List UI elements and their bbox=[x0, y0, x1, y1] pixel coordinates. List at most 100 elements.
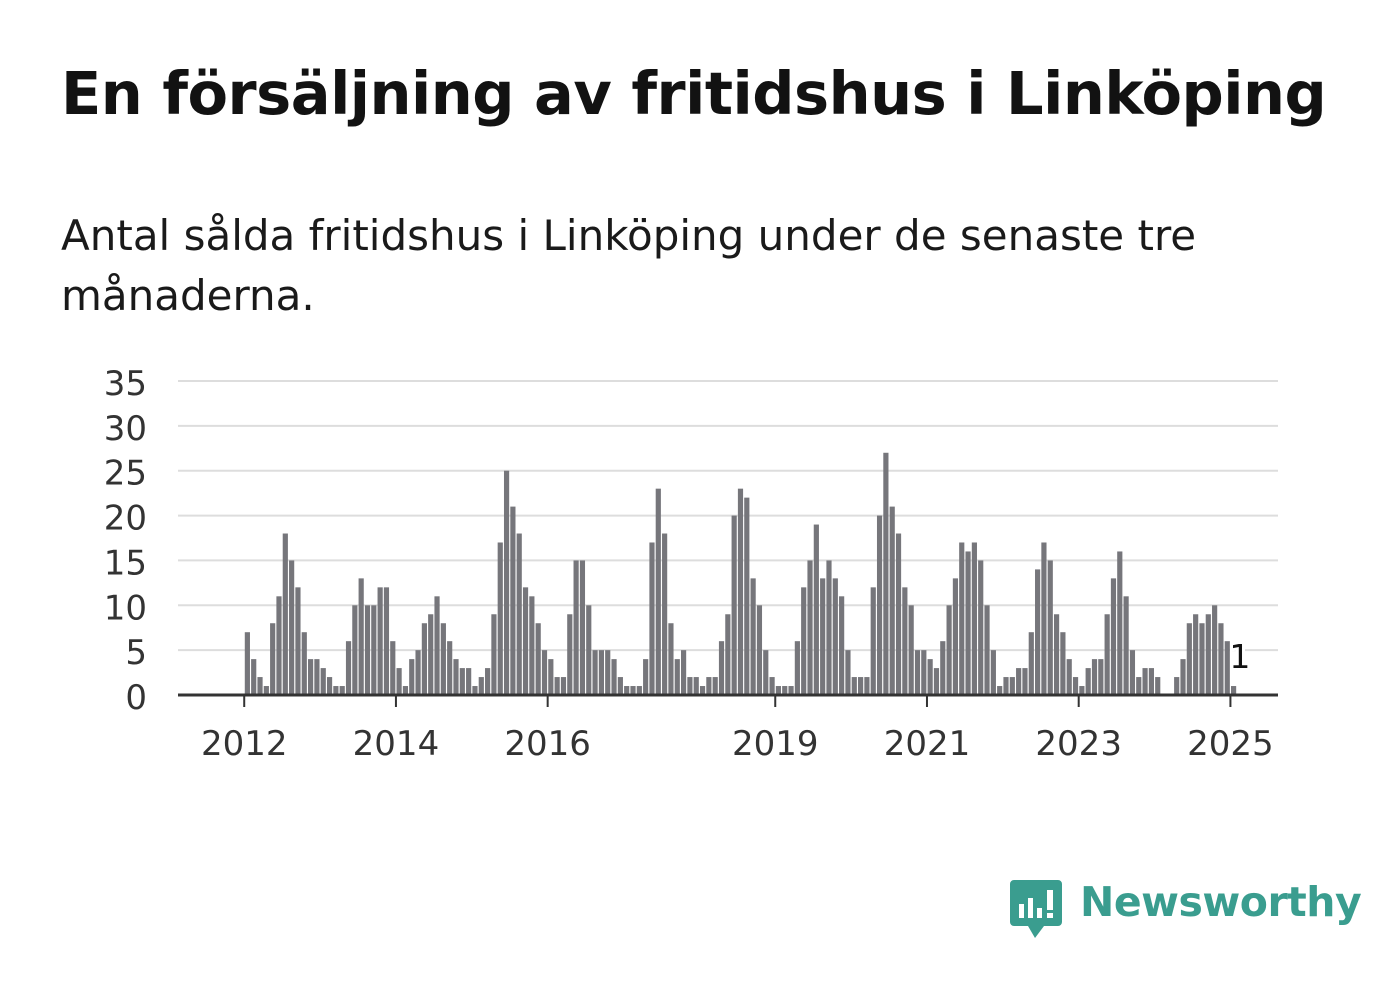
bar bbox=[598, 650, 604, 695]
bar bbox=[914, 650, 921, 695]
x-tick-label: 2023 bbox=[1035, 724, 1122, 764]
bar bbox=[782, 686, 788, 695]
bar bbox=[1123, 596, 1129, 695]
bar bbox=[1110, 578, 1117, 695]
x-tick-label: 2016 bbox=[504, 724, 591, 764]
bar bbox=[883, 452, 889, 695]
bar bbox=[485, 668, 491, 695]
bar bbox=[1098, 659, 1104, 695]
bar bbox=[554, 677, 560, 695]
bar bbox=[876, 515, 883, 695]
bar bbox=[820, 578, 826, 695]
bar bbox=[535, 623, 541, 695]
bar bbox=[674, 659, 680, 695]
bar bbox=[510, 506, 516, 695]
bar bbox=[1129, 650, 1136, 695]
bar bbox=[453, 659, 459, 695]
bar bbox=[1136, 677, 1142, 695]
bar bbox=[706, 677, 712, 695]
bar bbox=[712, 677, 718, 695]
bar bbox=[1028, 632, 1034, 695]
x-tick-label: 2014 bbox=[353, 724, 440, 764]
bar bbox=[655, 488, 661, 695]
chart-subtitle: Antal sålda fritidshus i Linköping under… bbox=[61, 211, 1197, 320]
bar bbox=[409, 659, 415, 695]
bar bbox=[548, 659, 554, 695]
bar bbox=[946, 605, 952, 695]
chart-title: En försäljning av fritidshus i Linköping bbox=[61, 59, 1327, 128]
bar bbox=[737, 488, 744, 695]
bar bbox=[459, 668, 465, 695]
bar bbox=[1117, 551, 1123, 695]
bar bbox=[756, 605, 763, 695]
bar bbox=[744, 497, 750, 695]
bar bbox=[1079, 686, 1085, 695]
bar bbox=[333, 686, 339, 695]
y-tick-label: 15 bbox=[104, 543, 147, 583]
bar bbox=[251, 659, 257, 695]
bar bbox=[725, 614, 731, 695]
x-tick-label: 2021 bbox=[884, 724, 971, 764]
x-tick-label: 2012 bbox=[201, 724, 288, 764]
bar bbox=[390, 641, 396, 695]
bar bbox=[624, 686, 630, 695]
bar bbox=[491, 614, 497, 695]
y-tick-label: 5 bbox=[125, 633, 147, 673]
bar bbox=[750, 578, 756, 695]
bar bbox=[352, 605, 358, 695]
bar bbox=[1035, 569, 1041, 695]
bar bbox=[978, 560, 984, 695]
newsworthy-logo-text: Newsworthy bbox=[1080, 878, 1362, 926]
y-tick-label: 0 bbox=[125, 678, 147, 718]
bar bbox=[440, 623, 446, 695]
bar bbox=[586, 605, 592, 695]
bar bbox=[636, 686, 642, 695]
bar bbox=[832, 578, 838, 695]
bar bbox=[611, 659, 617, 695]
bar bbox=[522, 587, 529, 695]
bar bbox=[1041, 542, 1047, 695]
bar bbox=[680, 650, 687, 695]
bar bbox=[529, 596, 535, 695]
bar bbox=[927, 659, 933, 695]
bar bbox=[573, 560, 579, 695]
bar bbox=[402, 686, 409, 695]
y-tick-label: 30 bbox=[104, 409, 147, 449]
bar bbox=[1085, 668, 1091, 695]
bar bbox=[630, 686, 636, 695]
bar bbox=[1142, 668, 1148, 695]
x-tick-label: 2019 bbox=[732, 724, 819, 764]
bar bbox=[984, 605, 990, 695]
bar bbox=[794, 641, 800, 695]
bar bbox=[1060, 632, 1066, 695]
bar bbox=[244, 632, 250, 695]
bar bbox=[466, 668, 472, 695]
bar bbox=[1148, 668, 1154, 695]
bar bbox=[895, 533, 902, 695]
bar bbox=[1104, 614, 1110, 695]
bar bbox=[1218, 623, 1224, 695]
bar bbox=[1003, 677, 1009, 695]
bar bbox=[1205, 614, 1211, 695]
bar bbox=[1224, 641, 1230, 695]
bar bbox=[763, 650, 769, 695]
bar bbox=[801, 587, 807, 695]
bar bbox=[326, 677, 333, 695]
bar bbox=[320, 668, 326, 695]
bar bbox=[1212, 605, 1218, 695]
bar bbox=[693, 677, 699, 695]
bar bbox=[851, 677, 857, 695]
bar bbox=[997, 686, 1003, 695]
bar bbox=[933, 668, 940, 695]
bar bbox=[364, 605, 371, 695]
y-tick-label: 25 bbox=[104, 454, 147, 494]
bar bbox=[257, 677, 263, 695]
bar bbox=[864, 677, 870, 695]
bar bbox=[971, 542, 977, 695]
bar bbox=[769, 677, 775, 695]
bar bbox=[308, 659, 314, 695]
newsworthy-logo: Newsworthy bbox=[1010, 878, 1362, 942]
bar bbox=[541, 650, 548, 695]
bar bbox=[339, 686, 345, 695]
bar bbox=[428, 614, 434, 695]
